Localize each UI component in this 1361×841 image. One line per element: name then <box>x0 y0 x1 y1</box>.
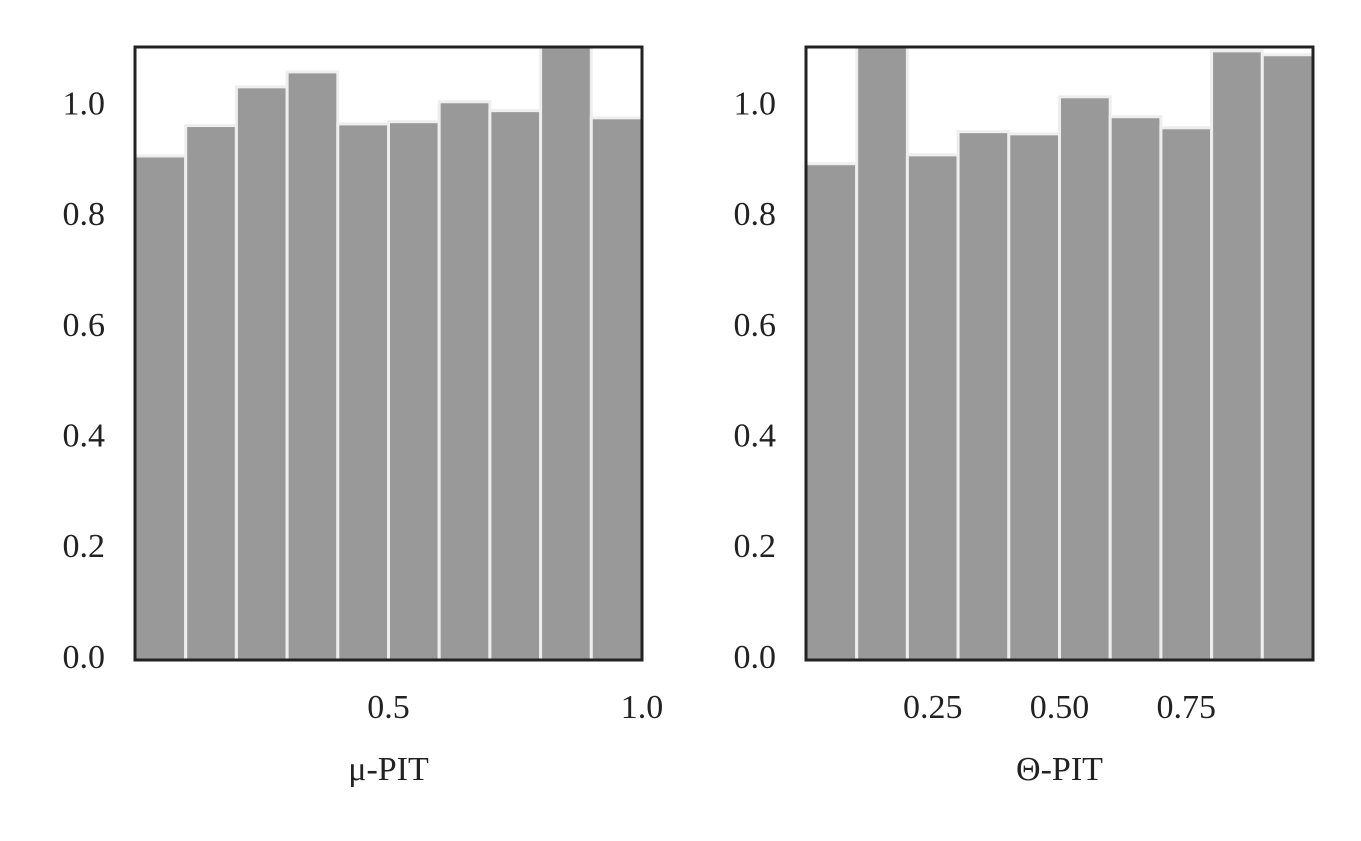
bar <box>1007 132 1061 660</box>
x-tick-label: 0.5 <box>367 689 410 726</box>
x-tick-label: 1.0 <box>621 689 664 726</box>
y-tick-label: 0.6 <box>63 307 106 344</box>
bar <box>806 162 859 660</box>
x-tick-label: 0.75 <box>1157 689 1217 726</box>
y-tick-label: 0.8 <box>734 196 777 233</box>
bar <box>387 120 441 660</box>
y-tick-label: 0.4 <box>63 417 106 454</box>
x-axis-label: Θ-PIT <box>1016 751 1103 788</box>
y-tick-label: 1.0 <box>63 86 106 123</box>
panel: 0.0 0.2 0.4 0.6 0.8 1.0 0.5 1.0 μ-PIT <box>63 45 664 788</box>
y-tick-label: 0.6 <box>734 307 777 344</box>
y-tick-label: 0.0 <box>63 639 106 676</box>
bar <box>234 85 289 660</box>
panel: 0.0 0.2 0.4 0.6 0.8 1.0 0.25 0.50 0.75 Θ-PIT <box>734 45 1315 788</box>
x-axis-label: μ-PIT <box>348 751 429 788</box>
x-tick-label: 0.50 <box>1030 689 1090 726</box>
y-tick-label: 0.4 <box>734 417 777 454</box>
bar <box>1210 49 1264 660</box>
bar <box>905 153 960 660</box>
x-tick-label: 0.25 <box>903 689 963 726</box>
bar <box>855 47 909 660</box>
bar <box>437 100 492 660</box>
y-tick-label: 0.0 <box>734 639 777 676</box>
bar <box>589 116 642 660</box>
bar <box>488 109 543 660</box>
y-tick-label: 0.2 <box>63 528 106 565</box>
bar <box>1159 126 1214 660</box>
bar <box>539 47 593 660</box>
bar <box>1260 53 1313 660</box>
bar <box>285 70 340 660</box>
y-tick-label: 1.0 <box>734 86 777 123</box>
bars <box>806 47 1313 660</box>
bars <box>135 47 642 660</box>
bar <box>1058 95 1112 660</box>
bar <box>184 124 238 660</box>
y-tick-label: 0.8 <box>63 196 106 233</box>
bar <box>956 130 1011 660</box>
bar <box>135 154 188 660</box>
bar <box>336 122 390 660</box>
bar <box>1108 115 1163 660</box>
y-tick-label: 0.2 <box>734 528 777 565</box>
